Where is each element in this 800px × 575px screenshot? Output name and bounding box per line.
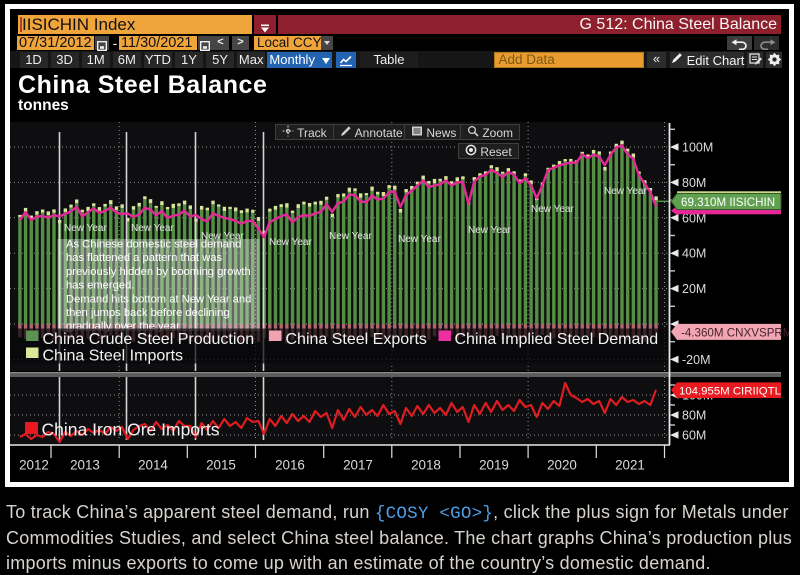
svg-text:2018: 2018 xyxy=(411,458,441,473)
svg-text:2016: 2016 xyxy=(275,458,305,473)
svg-text:104.955M CIRIIQTL: 104.955M CIRIIQTL xyxy=(679,386,781,398)
svg-text:New Year: New Year xyxy=(604,186,647,197)
svg-text:China Implied Steel Demand: China Implied Steel Demand xyxy=(455,331,659,348)
svg-text:2019: 2019 xyxy=(479,458,509,473)
svg-text:2014: 2014 xyxy=(138,458,168,473)
svg-text:China Steel Exports: China Steel Exports xyxy=(286,331,427,348)
svg-text:2015: 2015 xyxy=(206,458,236,473)
svg-text:60M: 60M xyxy=(682,211,706,225)
svg-text:New Year: New Year xyxy=(468,225,511,236)
svg-text:China Steel Imports: China Steel Imports xyxy=(43,348,184,365)
svg-text:has flattened a pattern that w: has flattened a pattern that was xyxy=(66,252,223,264)
svg-text:20M: 20M xyxy=(682,282,706,296)
svg-text:New Year: New Year xyxy=(131,223,174,234)
svg-text:New Year: New Year xyxy=(201,231,244,242)
svg-text:previously hidden by booming g: previously hidden by booming growth xyxy=(66,266,251,278)
svg-text:New Year: New Year xyxy=(329,231,372,242)
svg-text:69.310M IISICHIN: 69.310M IISICHIN xyxy=(681,196,775,209)
svg-text:2012: 2012 xyxy=(19,458,49,473)
svg-text:40M: 40M xyxy=(682,247,706,261)
svg-text:2021: 2021 xyxy=(615,458,645,473)
svg-text:80M: 80M xyxy=(682,176,706,190)
svg-text:New Year: New Year xyxy=(531,204,574,215)
svg-text:100M: 100M xyxy=(682,141,713,155)
svg-text:2017: 2017 xyxy=(343,458,373,473)
svg-text:China Iron Ore Imports: China Iron Ore Imports xyxy=(42,420,220,440)
svg-text:Demand hits bottom at New Year: Demand hits bottom at New Year and xyxy=(66,293,251,305)
svg-text:-4.360M CNXVSPRM: -4.360M CNXVSPRM xyxy=(681,326,789,339)
svg-text:As Chinese domestic steel dema: As Chinese domestic steel demand xyxy=(66,239,241,251)
svg-text:China Crude Steel Production: China Crude Steel Production xyxy=(43,331,255,348)
svg-text:2013: 2013 xyxy=(70,458,100,473)
svg-text:New Year: New Year xyxy=(64,223,107,234)
svg-text:New Year: New Year xyxy=(269,237,312,248)
svg-text:2020: 2020 xyxy=(547,458,577,473)
svg-text:then jumps back before declini: then jumps back before declining xyxy=(66,307,230,319)
svg-text:has emerged.: has emerged. xyxy=(66,280,134,292)
svg-text:80M: 80M xyxy=(682,409,706,423)
svg-text:-20M: -20M xyxy=(682,353,710,367)
svg-text:New Year: New Year xyxy=(398,234,441,245)
svg-text:60M: 60M xyxy=(682,429,706,443)
